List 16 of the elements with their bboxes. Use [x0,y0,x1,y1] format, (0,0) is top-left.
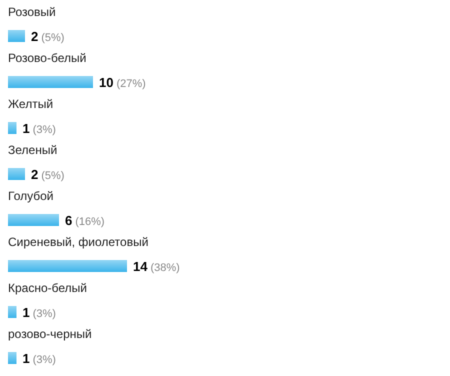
y-tick-label: Голубой [8,189,54,203]
y-tick-label: розово-черный [8,327,92,341]
data-label: 2 (5%) [31,29,64,44]
data-label: 2 (5%) [31,167,64,182]
y-tick-label: Сиреневый, фиолетовый [8,235,148,249]
data-label: 1 (3%) [22,121,56,136]
data-label: 6 (16%) [65,213,105,228]
data-label: 10 (27%) [99,75,146,90]
data-label: 1 (3%) [22,305,56,320]
y-tick-label: Зеленый [8,143,58,157]
y-tick-label: Желтый [8,97,54,111]
data-label: 1 (3%) [22,351,56,366]
data-label: 14 (38%) [133,259,180,274]
y-tick-label: Розово-белый [8,51,86,65]
y-tick-label: Розовый [8,5,56,19]
y-tick-label: Красно-белый [8,281,87,295]
